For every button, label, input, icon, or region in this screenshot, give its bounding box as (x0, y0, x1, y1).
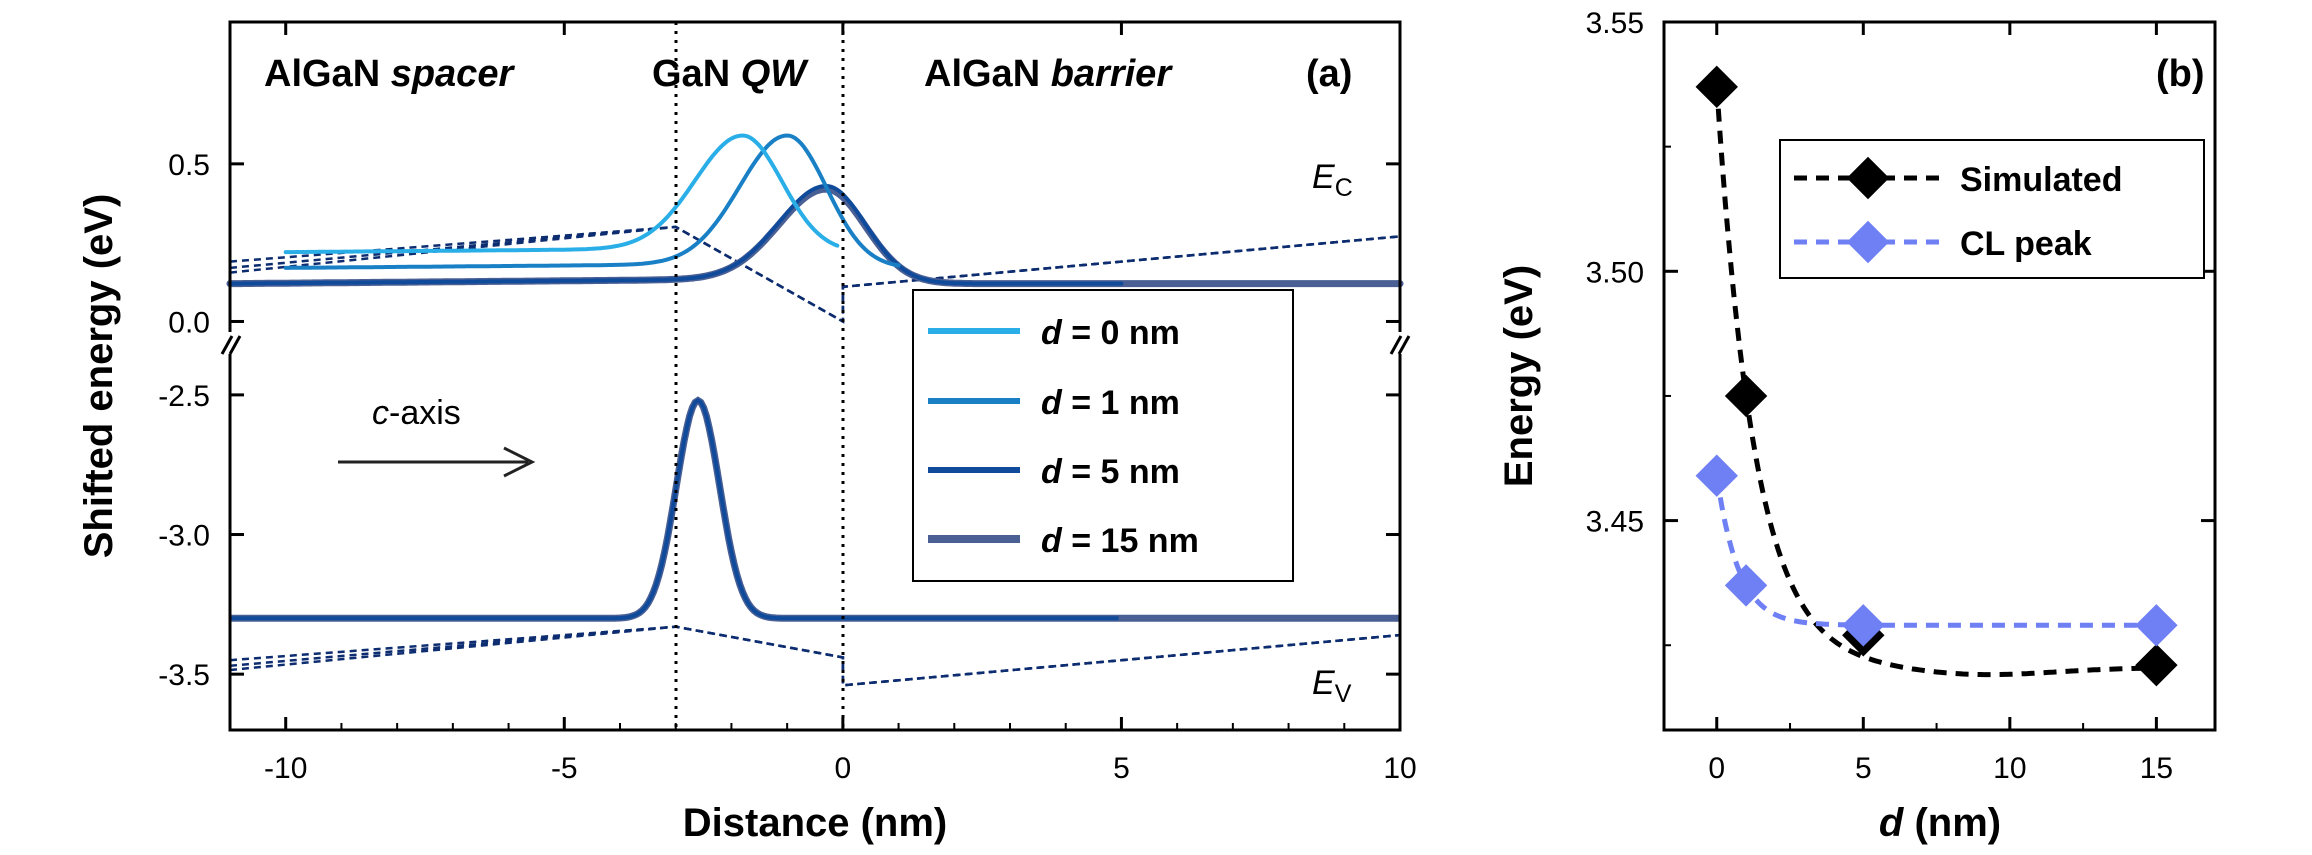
panel-b-label: (b) (2156, 53, 2205, 95)
x-tick-label: -10 (264, 752, 307, 785)
x-tick-label: 5 (1113, 752, 1130, 785)
cl_peak-point (2135, 604, 2178, 647)
y-tick-label: 3.45 (1586, 506, 1644, 539)
simulated-point (1695, 65, 1738, 109)
electron-wavefunction-d1 (283, 133, 901, 270)
cl_peak-fit-line (1714, 475, 2157, 628)
valence-band-edge (229, 625, 1401, 687)
legend-label-d1: d = 1 nm (1041, 384, 1180, 422)
y-tick-label: 3.50 (1586, 256, 1644, 289)
legend-marker-simulated (1846, 156, 1890, 200)
panel-b: 0 5 10 15 3.45 3.50 3.55 (b) Simulated CL peak… (1497, 7, 2217, 845)
valence-band-edge (229, 625, 1401, 687)
x-tick-label: 10 (1383, 752, 1416, 785)
panel-b-ylabel: Energy (eV) (1497, 265, 1541, 487)
valence-band-edge (229, 625, 1401, 687)
legend-label-d5: d = 5 nm (1041, 453, 1180, 491)
x-tick-label: 0 (835, 752, 852, 785)
legend-label-d15: d = 15 nm (1041, 522, 1199, 560)
panel-a-legend: d = 0 nm d = 1 nm d = 5 nm d = 15 nm (912, 289, 1294, 582)
region-label-qw: GaN QW (652, 53, 809, 95)
hole-wavefunction-overlay (230, 398, 1119, 621)
panel-b-curves (1695, 65, 2178, 687)
cl_peak-point (1695, 454, 1738, 497)
region-label-barrier: AlGaN barrier (924, 53, 1173, 95)
legend-label-d0: d = 0 nm (1041, 314, 1180, 352)
x-tick-label: 15 (2140, 752, 2173, 785)
simulated-fit-line (1714, 86, 2157, 678)
panel-a-xlabel: Distance (nm) (683, 801, 948, 845)
y-tick-label: 3.55 (1586, 7, 1644, 40)
electron-wavefunction-d15 (226, 185, 1404, 288)
y-tick-label: 0.5 (168, 149, 210, 182)
x-tick-label: 5 (1855, 752, 1872, 785)
legend-marker-cl-peak (1846, 220, 1890, 264)
electron-wavefunction-d5 (228, 183, 1124, 286)
legend-label-simulated: Simulated (1960, 161, 2122, 199)
panel-b-ticks: 0 5 10 15 3.45 3.50 3.55 (1586, 7, 2215, 785)
panel-a-label: (a) (1306, 53, 1352, 95)
y-tick-label: -3.5 (158, 659, 210, 692)
legend-frame (912, 289, 1294, 582)
panel-a-ylabel: Shifted energy (eV) (77, 194, 121, 559)
simulated-point (1724, 374, 1768, 418)
x-tick-label: 0 (1708, 752, 1725, 785)
panel-b-xlabel: d (nm) (1879, 801, 2001, 845)
simulated-point (2135, 643, 2178, 687)
panel-b-legend: Simulated CL peak (1779, 139, 2205, 279)
c-axis-label: c-axis (372, 394, 461, 432)
cl_peak-point (1842, 604, 1885, 647)
axis-break-left (220, 332, 242, 355)
x-tick-label: -5 (551, 752, 578, 785)
c-axis-arrow (338, 446, 536, 478)
y-tick-label: 0.0 (168, 306, 210, 339)
region-label-spacer: AlGaN spacer (264, 53, 515, 95)
panel-a-frame (228, 20, 1402, 732)
cl_peak-point (1724, 564, 1768, 607)
axis-break-right (1389, 332, 1411, 355)
legend-label-cl-peak: CL peak (1960, 225, 2092, 263)
x-tick-label: 10 (1993, 752, 2026, 785)
ec-label: EC (1312, 158, 1353, 202)
panel-a: -10 -5 0 5 10 0.0 0.5 -3.5 -3.0 -2.5 AlGaN spacer… (77, 20, 1417, 845)
panel-a-ticks: -10 -5 0 5 10 0.0 0.5 -3.5 -3.0 -2.5 (158, 22, 1417, 785)
electron-wavefunction-d0 (283, 133, 840, 255)
y-tick-label: -3.0 (158, 520, 210, 553)
y-tick-label: -2.5 (158, 380, 210, 413)
ev-label: EV (1312, 664, 1352, 708)
legend-b-frame (1779, 139, 2205, 279)
panel-b-frame (1662, 20, 2217, 732)
